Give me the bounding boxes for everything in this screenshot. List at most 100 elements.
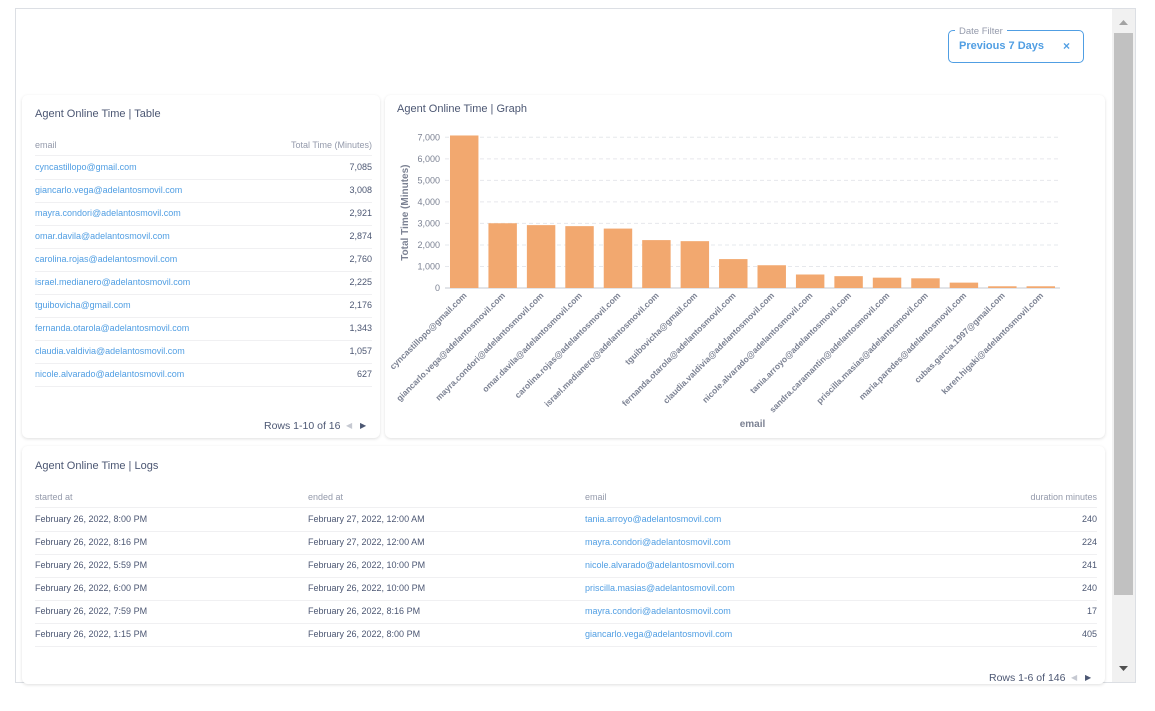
total-time: 2,874	[349, 231, 372, 241]
logs-card	[22, 446, 1105, 684]
email-link[interactable]: fernanda.otarola@adelantosmovil.com	[35, 323, 190, 333]
filter-value[interactable]: Previous 7 Days	[959, 40, 1044, 52]
row-line	[35, 623, 1097, 624]
y-tick-label: 0	[435, 283, 440, 293]
date-cell: February 26, 2022, 7:59 PM	[35, 606, 148, 616]
row-line	[35, 577, 1097, 578]
card-title: Agent Online Time | Table	[35, 108, 161, 120]
scroll-up[interactable]	[1119, 20, 1128, 25]
bar	[642, 240, 671, 288]
date-cell: February 26, 2022, 10:00 PM	[308, 560, 426, 570]
prev-page[interactable]: ◀	[346, 421, 353, 430]
date-cell: February 27, 2022, 12:00 AM	[308, 514, 425, 524]
date-cell: February 26, 2022, 8:16 PM	[35, 537, 148, 547]
row-line	[35, 646, 1097, 647]
date-cell: February 26, 2022, 1:15 PM	[35, 629, 148, 639]
duration: 241	[1081, 560, 1097, 570]
email-link[interactable]: carolina.rojas@adelantosmovil.com	[35, 254, 178, 264]
email-link[interactable]: tania.arroyo@adelantosmovil.com	[585, 514, 722, 524]
email-link[interactable]: mayra.condori@adelantosmovil.com	[585, 606, 731, 616]
total-time: 1,343	[349, 323, 372, 333]
email-link[interactable]: nicole.alvarado@adelantosmovil.com	[585, 560, 735, 570]
chart-title: Agent Online Time | Graph	[397, 103, 527, 115]
bar	[526, 225, 556, 288]
bar	[834, 276, 863, 288]
date-cell: February 26, 2022, 8:00 PM	[35, 514, 148, 524]
x-tick-label: tguibovicha@gmail.com	[623, 290, 700, 367]
header-line	[35, 507, 1097, 508]
row-line	[35, 554, 1097, 555]
total-time: 2,760	[349, 254, 372, 264]
duration: 240	[1081, 514, 1097, 524]
total-time: 3,008	[349, 185, 372, 195]
email-link[interactable]: tguibovicha@gmail.com	[35, 300, 131, 310]
bar	[988, 286, 1017, 288]
y-tick-label: 4,000	[417, 197, 440, 207]
total-time: 627	[356, 369, 372, 379]
bar	[872, 277, 902, 288]
scroll-down[interactable]	[1119, 666, 1128, 671]
bar	[1026, 286, 1056, 288]
duration: 224	[1081, 537, 1097, 547]
column-header: started at	[35, 492, 73, 502]
row-line	[35, 179, 372, 180]
row-line	[35, 386, 372, 387]
prev-page[interactable]: ◀	[1071, 673, 1078, 682]
email-link[interactable]: claudia.valdivia@adelantosmovil.com	[35, 346, 185, 356]
y-tick-label: 1,000	[417, 261, 440, 271]
next-page[interactable]: ▶	[360, 421, 367, 430]
bar	[449, 135, 479, 288]
bar	[719, 259, 748, 288]
logs-footer: Rows 1-6 of 146	[989, 672, 1066, 684]
date-filter[interactable]	[948, 30, 1084, 63]
row-line	[35, 225, 372, 226]
email-link[interactable]: giancarlo.vega@adelantosmovil.com	[585, 629, 733, 639]
scrollbar-thumb[interactable]	[1114, 33, 1133, 595]
row-line	[35, 294, 372, 295]
duration: 17	[1086, 606, 1097, 616]
card-title: Agent Online Time | Logs	[35, 460, 159, 472]
bar	[565, 226, 594, 288]
total-time: 2,225	[349, 277, 372, 287]
row-line	[35, 248, 372, 249]
filter-clear[interactable]: ×	[1063, 39, 1071, 53]
row-line	[35, 531, 1097, 532]
email-link[interactable]: cyncastillopo@gmail.com	[35, 162, 137, 172]
column-header: Total Time (Minutes)	[290, 140, 372, 150]
total-time: 2,921	[349, 208, 372, 218]
bar	[488, 223, 517, 288]
y-axis-label: Total Time (Minutes)	[400, 164, 411, 260]
bar	[795, 274, 825, 288]
duration: 405	[1081, 629, 1097, 639]
column-header: ended at	[308, 492, 344, 502]
column-header: duration minutes	[1030, 492, 1097, 502]
next-page[interactable]: ▶	[1085, 673, 1092, 682]
email-link[interactable]: nicole.alvarado@adelantosmovil.com	[35, 369, 185, 379]
email-link[interactable]: giancarlo.vega@adelantosmovil.com	[35, 185, 183, 195]
scroll-arrows	[1119, 20, 1128, 671]
email-link[interactable]: mayra.condori@adelantosmovil.com	[35, 208, 181, 218]
row-line	[35, 340, 372, 341]
email-link[interactable]: mayra.condori@adelantosmovil.com	[585, 537, 731, 547]
header-line	[35, 155, 372, 156]
row-line	[35, 202, 372, 203]
email-link[interactable]: priscilla.masias@adelantosmovil.com	[585, 583, 735, 593]
row-line	[35, 600, 1097, 601]
date-cell: February 26, 2022, 10:00 PM	[308, 583, 426, 593]
total-time: 2,176	[349, 300, 372, 310]
filter-label: Date Filter	[955, 26, 1007, 37]
date-cell: February 26, 2022, 5:59 PM	[35, 560, 148, 570]
email-link[interactable]: israel.medianero@adelantosmovil.com	[35, 277, 191, 287]
date-cell: February 26, 2022, 6:00 PM	[35, 583, 148, 593]
column-header: email	[35, 140, 57, 150]
email-link[interactable]: omar.davila@adelantosmovil.com	[35, 231, 170, 241]
bar	[680, 241, 710, 288]
table-card	[22, 95, 380, 438]
bar	[757, 265, 786, 288]
chart: Agent Online Time | Graph Total Time (Min…	[388, 103, 1060, 430]
date-cell: February 26, 2022, 8:16 PM	[308, 606, 421, 616]
graph-card: Agent Online Time | Graph Total Time (Min…	[385, 95, 1105, 438]
row-line	[35, 271, 372, 272]
total-time: 7,085	[349, 162, 372, 172]
